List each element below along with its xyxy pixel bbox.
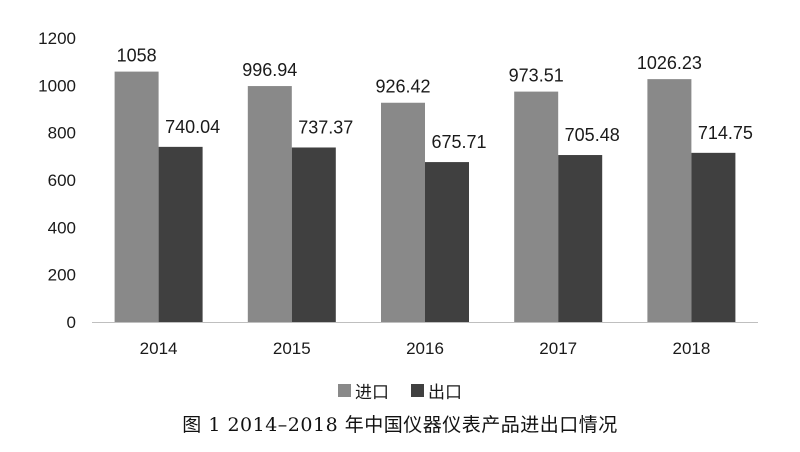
legend-swatch-export (411, 384, 424, 397)
x-axis: 2014 2015 2016 2017 2018 (92, 322, 758, 358)
data-label-import-2015: 996.94 (242, 60, 297, 80)
bar-import-2018 (647, 79, 692, 322)
legend-item-export: 出口 (411, 378, 462, 403)
bar-import-2014 (114, 71, 159, 323)
data-label-import-2016: 926.42 (375, 77, 430, 97)
y-tick-label: 0 (67, 313, 76, 332)
legend-swatch-import (338, 384, 351, 397)
legend-item-import: 进口 (338, 378, 389, 403)
y-tick-label: 800 (48, 124, 76, 143)
data-label-export-2015: 737.37 (298, 117, 353, 137)
legend-label-export: 出口 (428, 383, 462, 403)
x-tick-label: 2018 (672, 339, 710, 358)
bar-export-2018 (691, 152, 736, 322)
y-tick-label: 200 (48, 266, 76, 285)
data-label-export-2017: 705.48 (565, 125, 620, 145)
legend-label-import: 进口 (355, 383, 389, 403)
data-label-export-2014: 740.04 (165, 117, 220, 137)
x-tick-label: 2017 (539, 339, 577, 358)
y-tick-label: 400 (48, 218, 76, 237)
bar-export-2014 (158, 146, 203, 322)
legend: 进口 出口 (0, 378, 800, 403)
x-tick-label: 2015 (273, 339, 311, 358)
bar-export-2015 (291, 147, 336, 322)
data-label-import-2018: 1026.23 (637, 53, 702, 73)
data-label-export-2018: 714.75 (698, 123, 753, 143)
data-labels: 1058 996.94 926.42 973.51 1026.23 740.04 737.3… (117, 46, 753, 152)
figure-caption: 图 1 2014–2018 年中国仪器仪表产品进出口情况 (182, 414, 618, 436)
data-label-import-2017: 973.51 (509, 66, 564, 86)
bars (114, 71, 736, 323)
y-axis: 0 200 400 600 800 1000 1200 (38, 29, 76, 332)
y-tick-label: 600 (48, 171, 76, 190)
bar-import-2015 (247, 86, 292, 323)
y-tick-label: 1000 (38, 76, 76, 95)
bar-import-2016 (381, 102, 425, 322)
bar-export-2017 (558, 155, 603, 322)
bar-import-2017 (514, 91, 559, 322)
data-label-import-2014: 1058 (117, 46, 157, 66)
bar-export-2016 (425, 162, 469, 322)
data-label-export-2016: 675.71 (431, 132, 486, 152)
y-tick-label: 1200 (38, 29, 76, 48)
x-tick-label: 2016 (406, 339, 444, 358)
x-tick-label: 2014 (140, 339, 178, 358)
